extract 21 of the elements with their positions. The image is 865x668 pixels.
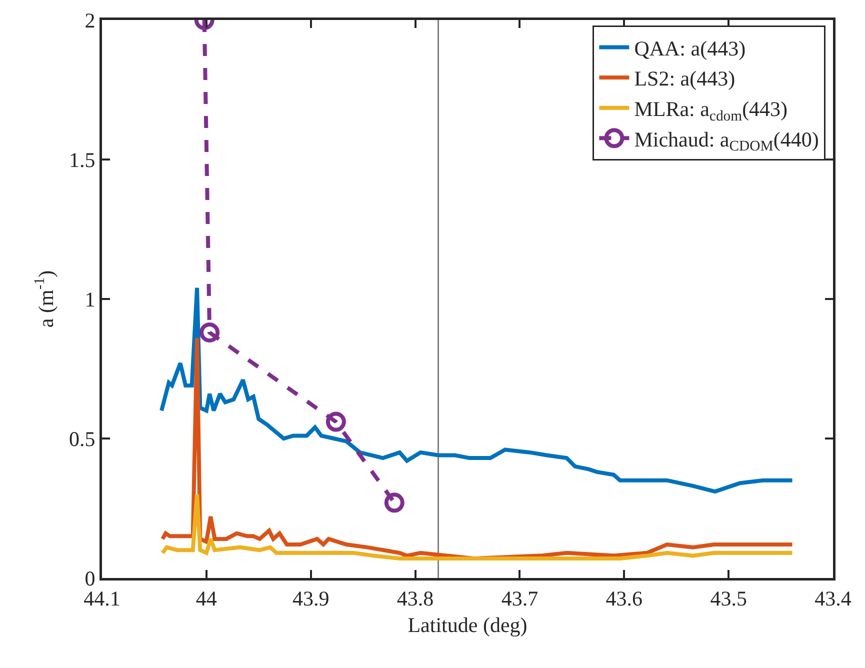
legend-label: MLRa: a$_{cdom}$(443) <box>634 97 788 124</box>
legend-label: Michaud: a$_{CDOM}$(440) <box>634 127 819 155</box>
point <box>326 412 346 432</box>
legend-label: QAA: a(443) <box>634 36 746 60</box>
x-tick-label: 43.5 <box>710 586 747 611</box>
x-tick-label: 43.4 <box>814 586 852 611</box>
point <box>384 492 404 513</box>
y-tick-label: 0.5 <box>69 426 96 451</box>
point <box>200 322 220 342</box>
x-tick-label: 44 <box>196 586 218 611</box>
x-tick-label: 43.8 <box>396 586 434 611</box>
x-tick-label: 43.6 <box>606 586 643 611</box>
y-tick-label: 1 <box>84 287 96 312</box>
y-tick-label: 2 <box>84 8 96 32</box>
line-series <box>160 492 794 560</box>
line-series <box>160 286 794 494</box>
y-tick-label: 1.5 <box>69 148 96 172</box>
x-axis-title: Latitude (deg) <box>408 613 528 638</box>
x-tick-label: 43.7 <box>501 586 538 611</box>
legend-label: LS2: a(443) <box>634 66 736 91</box>
x-tick-label: 43.9 <box>292 586 330 611</box>
